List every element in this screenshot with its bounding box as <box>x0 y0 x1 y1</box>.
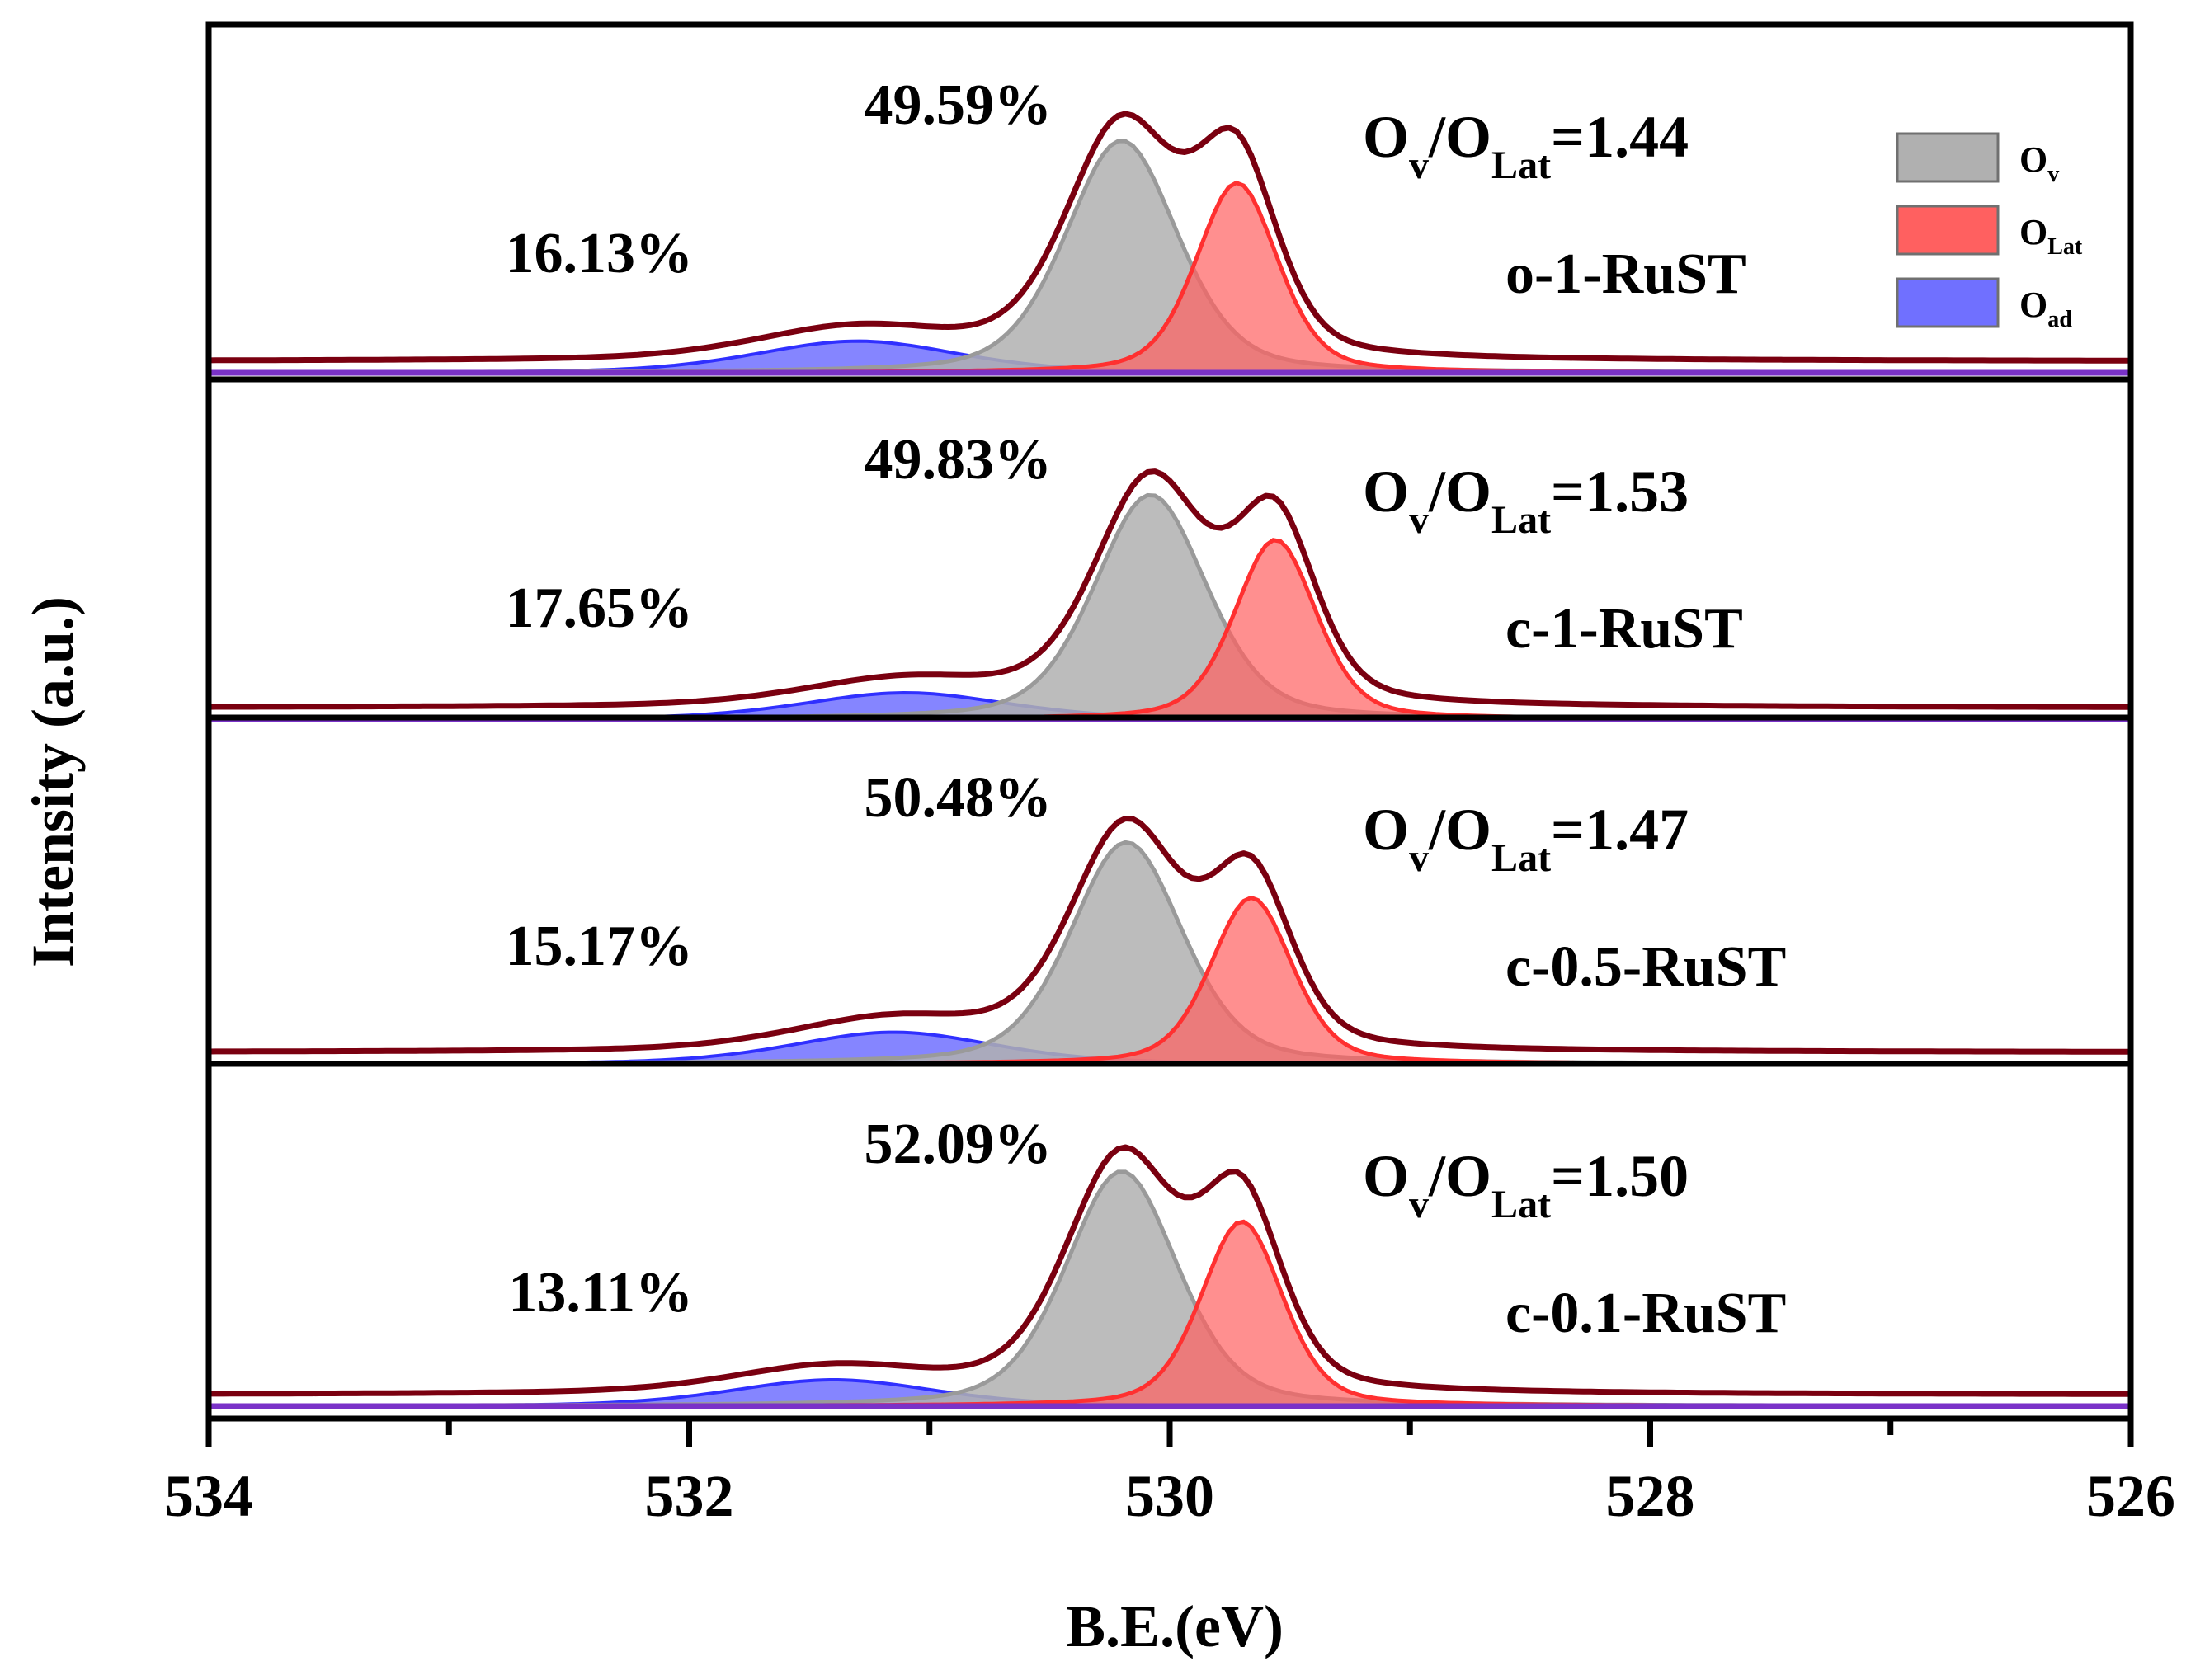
ratio-part-4: Lat <box>1491 144 1551 187</box>
x-tick-label-528: 528 <box>1606 1463 1695 1529</box>
ratio-part-3: O <box>1445 104 1491 170</box>
sample-label: c-1-RuST <box>1505 597 1743 661</box>
envelope-c-1-RuST <box>208 468 2131 710</box>
legend-label-ov: Ov <box>2019 139 2059 187</box>
x-axis-label: B.E.(eV) <box>1066 1593 1284 1659</box>
ratio-part-2: / <box>1428 797 1446 863</box>
oad-percent-label: 15.17% <box>506 915 694 978</box>
sample-label: c-0.1-RuST <box>1505 1282 1786 1345</box>
x-axis: 534 532 530 528 526 <box>164 1419 2175 1529</box>
oad-percent-label: 17.65% <box>506 576 694 640</box>
ov-percent-label: 52.09% <box>865 1113 1053 1176</box>
ratio-part-1: v <box>1409 1183 1429 1226</box>
ratio-part-4: Lat <box>1491 498 1551 542</box>
ratio-part-0: O <box>1363 797 1409 863</box>
legend-swatch-ov <box>1896 132 2000 183</box>
ratio-label: Ov/OLat=1.44 <box>1363 104 1689 187</box>
y-axis-label: Intensity (a.u.) <box>20 596 86 967</box>
x-tick-label-526: 526 <box>2086 1463 2175 1529</box>
ratio-part-2: / <box>1428 104 1446 170</box>
ratio-part-5: =1.53 <box>1551 459 1689 525</box>
ratio-part-3: O <box>1445 1143 1491 1209</box>
x-tick-label-534: 534 <box>164 1463 253 1529</box>
sample-label: o-1-RuST <box>1505 242 1746 306</box>
envelope-c-0.5-RuST <box>208 816 2132 1055</box>
ratio-part-1: v <box>1409 498 1429 542</box>
sample-label: c-0.5-RuST <box>1505 935 1786 999</box>
envelope-o-1-RuST <box>208 111 2131 364</box>
legend-swatch-olat <box>1896 205 2000 256</box>
ratio-part-2: / <box>1428 459 1446 525</box>
legend-main-oad: O <box>2019 285 2047 325</box>
ratio-part-2: / <box>1428 1143 1446 1209</box>
ratio-part-5: =1.44 <box>1551 104 1689 170</box>
legend-sub-oad: ad <box>2047 307 2072 332</box>
panel-o-1-RuST: 49.59%16.13%Ov/OLat=1.44o-1-RuST <box>206 73 2133 376</box>
legend-sub-olat: Lat <box>2047 234 2083 260</box>
ov-percent-label: 49.59% <box>865 73 1053 137</box>
ov-percent-label: 49.83% <box>865 428 1053 492</box>
ov-peak-c-0.5-RuST <box>206 840 2133 1066</box>
legend-label-olat: OLat <box>2019 212 2083 260</box>
legend-swatch-oad <box>1896 277 2000 328</box>
panel-c-0.5-RuST: 50.48%15.17%Ov/OLat=1.47c-0.5-RuST <box>206 766 2133 1067</box>
legend-label-oad: Oad <box>2019 285 2072 332</box>
legend-sub-ov: v <box>2047 162 2059 187</box>
ratio-label: Ov/OLat=1.53 <box>1363 459 1689 542</box>
ratio-part-1: v <box>1409 144 1429 187</box>
ratio-part-3: O <box>1445 797 1491 863</box>
x-tick-label-530: 530 <box>1125 1463 1214 1529</box>
x-tick-label-532: 532 <box>645 1463 734 1529</box>
oad-percent-label: 13.11% <box>508 1261 693 1325</box>
ratio-part-0: O <box>1363 104 1409 170</box>
ratio-part-0: O <box>1363 459 1409 525</box>
ratio-part-5: =1.50 <box>1551 1143 1689 1209</box>
ratio-part-5: =1.47 <box>1551 797 1689 863</box>
ratio-part-0: O <box>1363 1143 1409 1209</box>
envelope-c-0.1-RuST <box>209 1144 2132 1397</box>
oad-percent-label: 16.13% <box>506 222 694 285</box>
ov-peak-c-1-RuST <box>206 492 2133 722</box>
panel-c-1-RuST: 49.83%17.65%Ov/OLat=1.53c-1-RuST <box>206 428 2133 722</box>
ratio-part-4: Lat <box>1491 1183 1551 1226</box>
ratio-part-3: O <box>1445 459 1491 525</box>
legend-main-ov: O <box>2019 139 2047 180</box>
ratio-label: Ov/OLat=1.50 <box>1363 1143 1689 1226</box>
panel-c-0.1-RuST: 52.09%13.11%Ov/OLat=1.50c-0.1-RuST <box>206 1113 2133 1409</box>
ov-percent-label: 50.48% <box>865 766 1053 830</box>
ratio-part-1: v <box>1409 836 1429 880</box>
ratio-part-4: Lat <box>1491 836 1551 880</box>
ratio-label: Ov/OLat=1.47 <box>1363 797 1689 880</box>
legend-main-olat: O <box>2019 212 2047 252</box>
panels-layer: 49.59%16.13%Ov/OLat=1.44o-1-RuST49.83%17… <box>206 73 2133 1409</box>
